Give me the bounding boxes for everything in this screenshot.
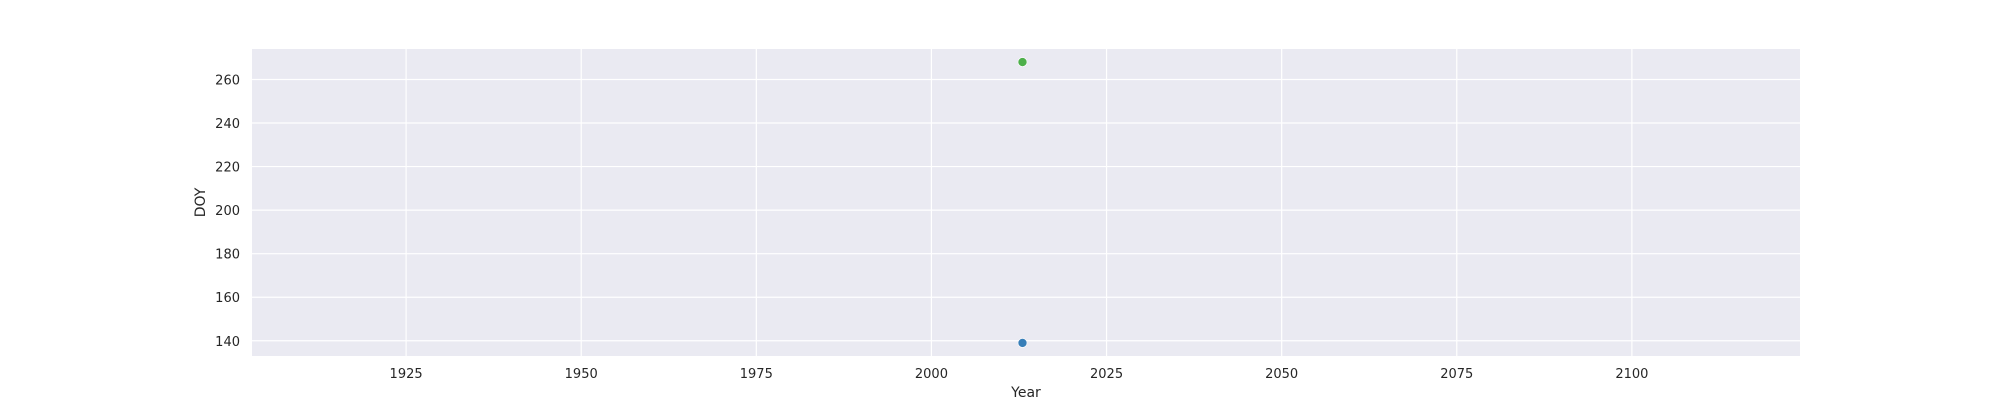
y-tick-labels: 140 160 180 200 220 240 260 (215, 73, 240, 349)
y-tick-label: 180 (215, 248, 240, 263)
y-axis-label: DOY (193, 187, 209, 217)
x-tick-label: 1950 (565, 367, 598, 382)
data-point (1017, 338, 1028, 348)
data-points (1017, 57, 1028, 348)
x-tick-label: 2075 (1440, 367, 1473, 382)
x-tick-label: 2050 (1265, 367, 1298, 382)
x-tick-label: 1975 (740, 367, 773, 382)
x-tick-label: 2100 (1615, 367, 1648, 382)
x-tick-labels: 1925 1950 1975 2000 2025 2050 2075 2100 (390, 367, 1649, 382)
y-tick-label: 220 (215, 161, 240, 176)
x-tick-label: 1925 (390, 367, 423, 382)
x-tick-label: 2000 (915, 367, 948, 382)
x-tick-label: 2025 (1090, 367, 1123, 382)
data-point (1017, 57, 1028, 67)
x-axis-label: Year (1010, 385, 1041, 400)
y-tick-label: 240 (215, 117, 240, 132)
y-tick-label: 260 (215, 73, 240, 88)
plot-area (252, 49, 1800, 356)
y-tick-label: 200 (215, 204, 240, 219)
y-tick-label: 140 (215, 335, 240, 350)
x-gridlines (405, 49, 1633, 356)
y-tick-label: 160 (215, 291, 240, 306)
